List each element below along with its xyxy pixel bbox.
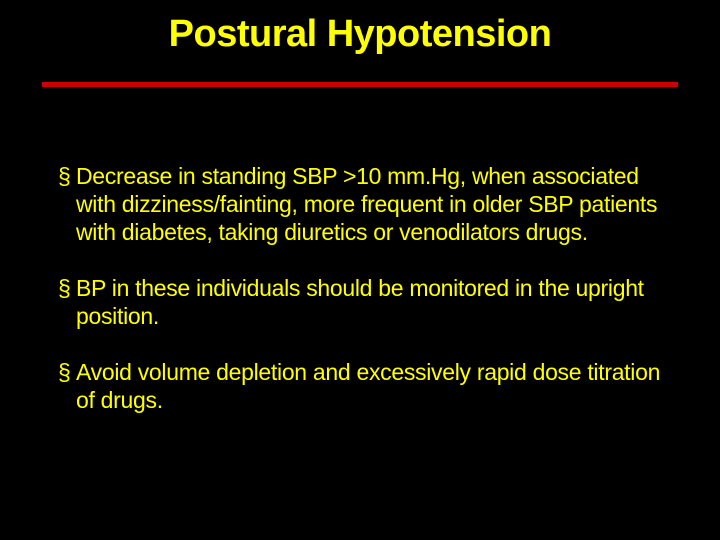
- bullet-item: BP in these individuals should be monito…: [58, 274, 668, 330]
- bullet-item: Decrease in standing SBP >10 mm.Hg, when…: [58, 162, 668, 246]
- title-divider: [42, 82, 678, 87]
- bullet-item: Avoid volume depletion and excessively r…: [58, 358, 668, 414]
- bullet-list: Decrease in standing SBP >10 mm.Hg, when…: [58, 162, 668, 414]
- slide-title: Postural Hypotension: [0, 13, 720, 56]
- slide: Postural Hypotension Decrease in standin…: [0, 0, 720, 540]
